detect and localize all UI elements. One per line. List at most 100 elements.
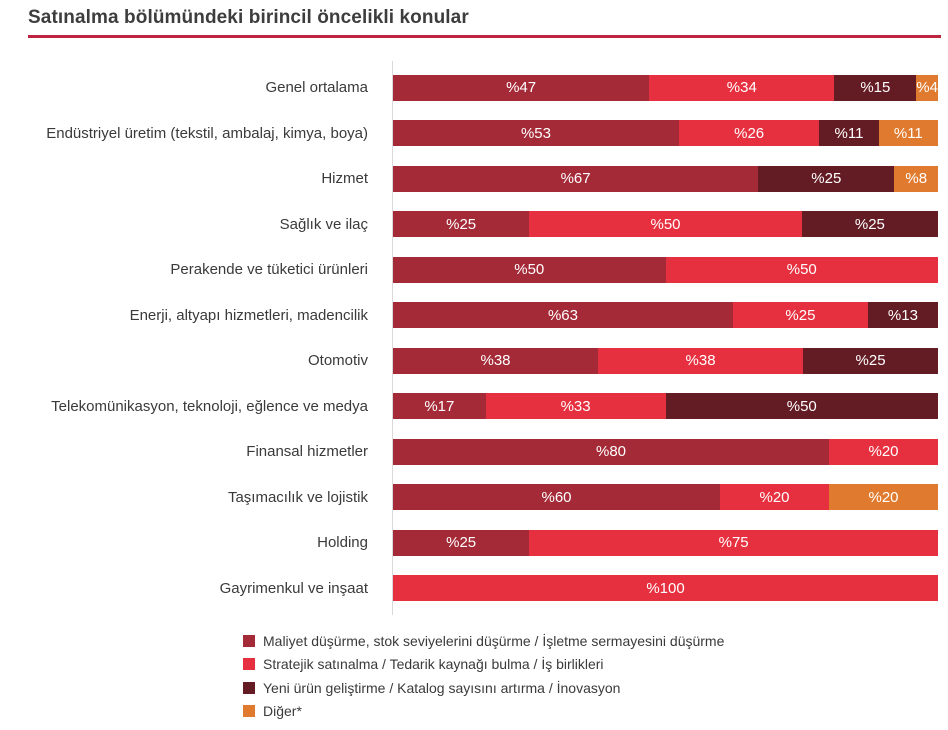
bar-segment: %20 [829,438,938,465]
bar-value-label: %80 [595,443,627,461]
bar-value-label: %47 [506,79,537,97]
legend-label: Maliyet düşürme, stok seviyelerini düşür… [263,632,725,649]
chart-row: Perakende ve tüketici ürünleri %50 %50 [0,247,948,293]
legend-label: Yeni ürün geliştirme / Katalog sayısını … [263,679,621,696]
legend-item: Maliyet düşürme, stok seviyelerini düşür… [243,629,948,653]
category-label: Genel ortalama [265,79,368,97]
bar-value-label: %60 [541,488,572,506]
stacked-bar: %50 %50 [393,256,938,283]
stacked-bar: %53 %26 %11 %11 [393,120,938,147]
category-label: Gayrimenkul ve inşaat [219,579,368,597]
bar-value-label: %15 [860,79,891,97]
legend-swatch-icon [243,634,255,647]
bar-segment: %13 [867,302,939,329]
legend-item: Stratejik satınalma / Tedarik kaynağı bu… [243,653,948,677]
stacked-bar: %25 %75 [393,529,938,556]
legend-label: Diğer* [263,703,302,720]
bar-value-label: %4 [916,79,938,97]
bar-value-label: %11 [834,124,864,142]
bar-value-label: %100 [646,579,685,597]
legend-label: Stratejik satınalma / Tedarik kaynağı bu… [263,656,604,673]
bar-segment: %4 [916,74,938,101]
page-title: Satınalma bölümündeki birincil öncelikli… [28,7,469,28]
chart-row: Endüstriyel üretim (tekstil, ambalaj, ki… [0,111,948,157]
legend-swatch-icon [243,681,255,694]
stacked-bar: %100 [393,575,938,602]
bar-segment: %8 [894,165,938,192]
stacked-bar-chart: Genel ortalama %47 %34 %15 %4 Endüstriyel üre… [0,61,948,615]
bar-value-label: %33 [560,397,591,415]
category-label: Hizmet [321,170,368,188]
bar-value-label: %50 [786,397,817,415]
bar-segment: %26 [678,120,820,147]
category-label: Perakende ve tüketici ürünleri [170,261,368,279]
bar-segment: %63 [393,302,733,329]
stacked-bar: %47 %34 %15 %4 [393,74,938,101]
bar-value-label: %63 [547,306,578,324]
bar-segment: %25 [801,211,938,238]
chart-baseline-axis [392,61,393,615]
category-label: Telekomünikasyon, teknoloji, eğlence ve … [51,397,368,415]
bar-value-label: %11 [893,124,923,142]
legend-swatch-icon [243,658,255,671]
stacked-bar: %67 %25 %8 [393,165,938,192]
category-label: Enerji, altyapı hizmetleri, madencilik [129,306,368,324]
bar-segment: %25 [732,302,868,329]
chart-row: Otomotiv %38 %38 %25 [0,338,948,384]
chart-row: Telekomünikasyon, teknoloji, eğlence ve … [0,384,948,430]
chart-legend: Maliyet düşürme, stok seviyelerini düşür… [243,629,948,723]
bar-value-label: %38 [480,352,511,370]
bar-segment: %50 [529,211,802,238]
bar-value-label: %25 [811,170,842,188]
bar-segment: %11 [819,120,879,147]
chart-row: Sağlık ve ilaç %25 %50 %25 [0,202,948,248]
legend-item: Diğer* [243,700,948,724]
stacked-bar: %25 %50 %25 [393,211,938,238]
bar-segment: %25 [393,211,530,238]
stacked-bar: %38 %38 %25 [393,347,938,374]
bar-segment: %15 [834,74,917,101]
bar-value-label: %26 [734,124,765,142]
category-label: Otomotiv [307,352,368,370]
stacked-bar: %80 %20 [393,438,938,465]
bar-segment: %25 [758,165,895,192]
chart-rows: Genel ortalama %47 %34 %15 %4 Endüstriyel üre… [0,65,948,611]
legend-item: Yeni ürün geliştirme / Katalog sayısını … [243,676,948,700]
bar-segment: %50 [393,256,666,283]
legend-swatch-icon [243,705,255,718]
chart-row: Taşımacılık ve lojistik %60 %20 %20 [0,475,948,521]
bar-value-label: %25 [446,534,477,552]
bar-value-label: %67 [560,170,591,188]
category-label: Finansal hizmetler [246,443,368,461]
bar-value-label: %20 [868,443,899,461]
category-label: Taşımacılık ve lojistik [227,488,368,506]
bar-segment: %47 [393,74,650,101]
bar-value-label: %20 [759,488,790,506]
category-label: Endüstriyel üretim (tekstil, ambalaj, ki… [46,124,368,142]
bar-segment: %50 [665,393,938,420]
bar-value-label: %38 [685,352,716,370]
bar-segment: %80 [393,438,829,465]
bar-segment: %67 [393,165,759,192]
bar-value-label: %8 [905,170,928,188]
bar-value-label: %50 [650,215,681,233]
bar-segment: %20 [720,484,829,511]
bar-segment: %100 [393,575,938,602]
bar-value-label: %17 [424,397,455,415]
bar-segment: %53 [393,120,679,147]
bar-segment: %38 [598,347,804,374]
bar-value-label: %25 [785,306,816,324]
chart-row: Gayrimenkul ve inşaat %100 [0,566,948,612]
bar-segment: %17 [393,393,486,420]
bar-value-label: %13 [887,306,918,324]
bar-value-label: %50 [514,261,545,279]
bar-segment: %38 [393,347,599,374]
bar-value-label: %34 [726,79,757,97]
title-underline [28,35,941,38]
bar-segment: %20 [829,484,938,511]
bar-segment: %25 [393,529,530,556]
bar-segment: %50 [665,256,938,283]
bar-segment: %33 [485,393,666,420]
title-block: Satınalma bölümündeki birincil öncelikli… [0,0,948,38]
